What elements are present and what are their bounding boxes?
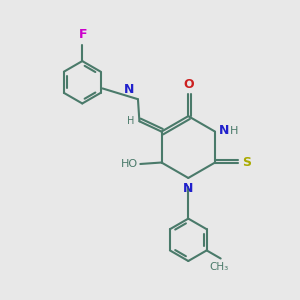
Text: H: H [230, 126, 239, 136]
Text: HO: HO [121, 159, 138, 169]
Text: F: F [79, 28, 87, 41]
Text: O: O [183, 77, 194, 91]
Text: S: S [242, 156, 251, 169]
Text: CH₃: CH₃ [210, 262, 229, 272]
Text: N: N [124, 83, 134, 96]
Text: N: N [183, 182, 194, 194]
Text: H: H [127, 116, 134, 126]
Text: N: N [219, 124, 229, 136]
